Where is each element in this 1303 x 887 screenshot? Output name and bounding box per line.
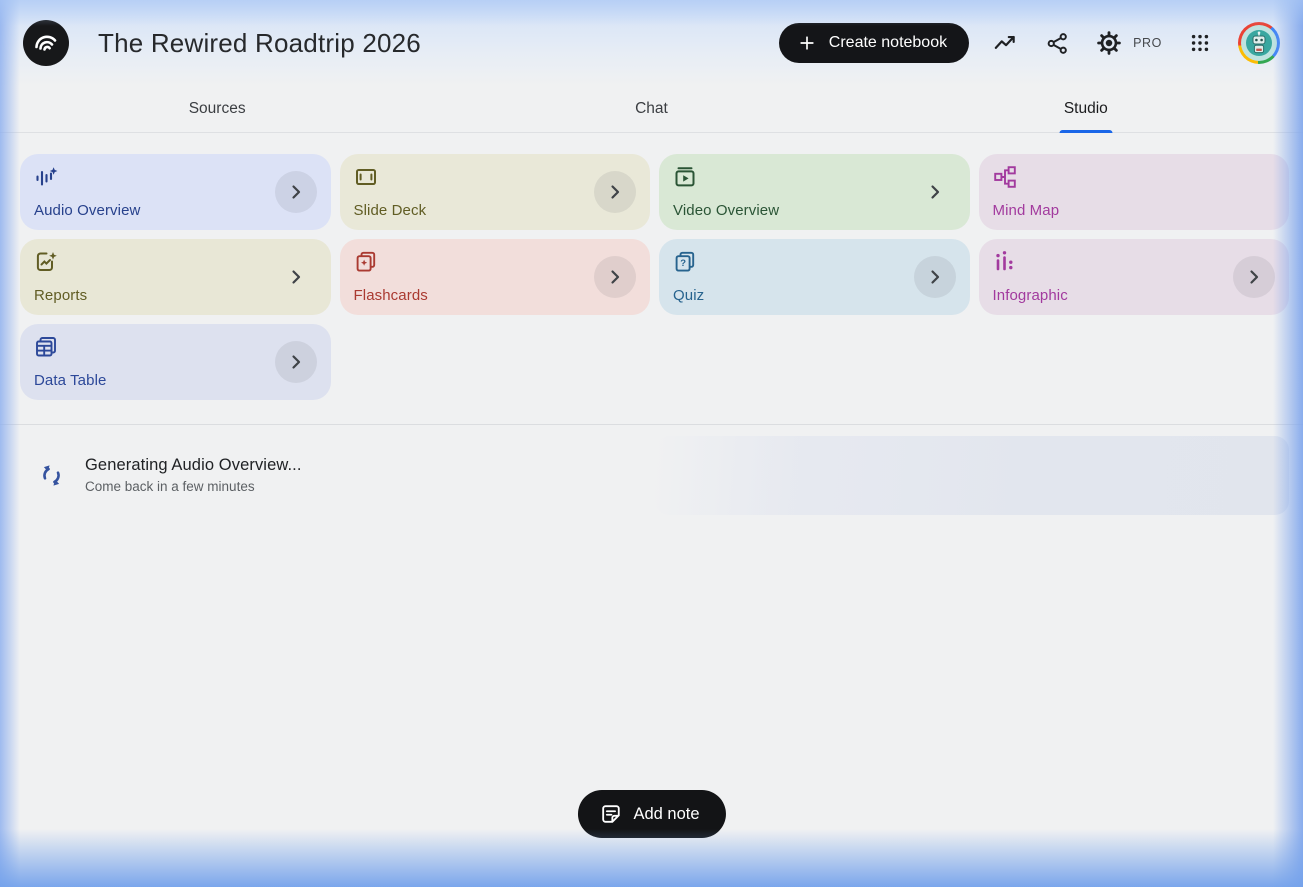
pro-badge: PRO <box>1133 36 1162 50</box>
tab-sources-label: Sources <box>188 100 246 117</box>
active-tab-underline <box>1059 130 1113 133</box>
data-table-icon <box>34 335 58 359</box>
note-icon <box>599 803 621 825</box>
card-label: Slide Deck <box>353 202 427 219</box>
card-label: Audio Overview <box>34 202 141 219</box>
card-label: Video Overview <box>673 202 780 219</box>
add-note-label: Add note <box>633 804 700 823</box>
notebook-title[interactable]: The Rewired Roadtrip 2026 <box>98 27 421 58</box>
video-overview-icon <box>673 165 697 189</box>
reports-icon <box>34 250 58 274</box>
tab-sources[interactable]: Sources <box>0 86 434 132</box>
studio-card-reports[interactable]: Reports <box>20 239 331 315</box>
google-apps-button[interactable] <box>1178 21 1222 65</box>
card-open-button[interactable] <box>914 171 956 213</box>
generating-subtitle: Come back in a few minutes <box>85 479 255 494</box>
card-label: Quiz <box>673 287 705 304</box>
header-actions: Create notebook <box>778 21 1280 65</box>
settings-button[interactable] <box>1087 21 1131 65</box>
studio-card-data-table[interactable]: Data Table <box>20 324 331 400</box>
card-label: Infographic <box>992 287 1068 304</box>
sync-spinner-icon <box>38 462 65 489</box>
studio-card-audio-overview[interactable]: Audio Overview <box>20 154 331 230</box>
audio-waveform-sparkle-icon <box>34 165 58 189</box>
card-label: Mind Map <box>992 202 1060 219</box>
trending-up-icon <box>992 30 1018 56</box>
settings-group: PRO <box>1087 21 1170 65</box>
user-avatar[interactable] <box>1238 22 1280 64</box>
studio-card-slide-deck[interactable]: Slide Deck <box>339 154 650 230</box>
avatar-robot-image <box>1241 25 1277 61</box>
studio-cards-grid: Audio Overview Slide Deck Video Overview <box>0 133 1303 424</box>
studio-card-infographic[interactable]: Infographic <box>978 239 1289 315</box>
card-open-button[interactable] <box>274 171 317 213</box>
infographic-icon <box>993 250 1017 274</box>
tab-studio-label: Studio <box>1063 100 1108 117</box>
panel-tabbar: Sources Chat Studio <box>0 86 1303 133</box>
card-open-button[interactable] <box>275 256 317 298</box>
card-open-button[interactable] <box>913 256 956 298</box>
tab-studio[interactable]: Studio <box>869 86 1303 133</box>
card-label: Reports <box>34 287 88 304</box>
studio-card-quiz[interactable]: Quiz <box>659 239 970 315</box>
card-label: Data Table <box>34 372 107 389</box>
create-notebook-button[interactable]: Create notebook <box>778 23 970 63</box>
card-open-button[interactable] <box>594 171 636 213</box>
notebooklm-logo-icon[interactable] <box>23 20 69 66</box>
create-notebook-label: Create notebook <box>828 34 948 51</box>
slide-deck-icon <box>354 165 378 189</box>
card-open-button[interactable] <box>594 256 636 298</box>
card-open-button[interactable] <box>1233 256 1275 298</box>
quiz-icon <box>673 250 697 274</box>
studio-card-flashcards[interactable]: Flashcards <box>339 239 650 315</box>
analytics-button[interactable] <box>983 21 1027 65</box>
add-note-button[interactable]: Add note <box>577 790 726 838</box>
generating-title: Generating Audio Overview... <box>85 456 302 474</box>
app-header: The Rewired Roadtrip 2026 Create noteboo… <box>0 0 1303 86</box>
share-button[interactable] <box>1035 21 1079 65</box>
studio-card-video-overview[interactable]: Video Overview <box>659 154 970 230</box>
generating-section: Generating Audio Overview... Come back i… <box>0 425 1303 529</box>
tab-chat-label: Chat <box>635 100 668 117</box>
flashcards-icon <box>354 250 378 274</box>
gear-icon <box>1096 30 1122 56</box>
plus-icon <box>797 33 817 53</box>
card-open-button[interactable] <box>274 341 317 383</box>
mind-map-icon <box>993 165 1017 189</box>
tab-chat[interactable]: Chat <box>434 86 868 132</box>
loading-placeholder-bar <box>655 436 1289 515</box>
share-icon <box>1045 31 1070 56</box>
apps-grid-icon <box>1189 32 1211 54</box>
card-label: Flashcards <box>353 287 428 304</box>
studio-card-mind-map[interactable]: Mind Map <box>978 154 1289 230</box>
